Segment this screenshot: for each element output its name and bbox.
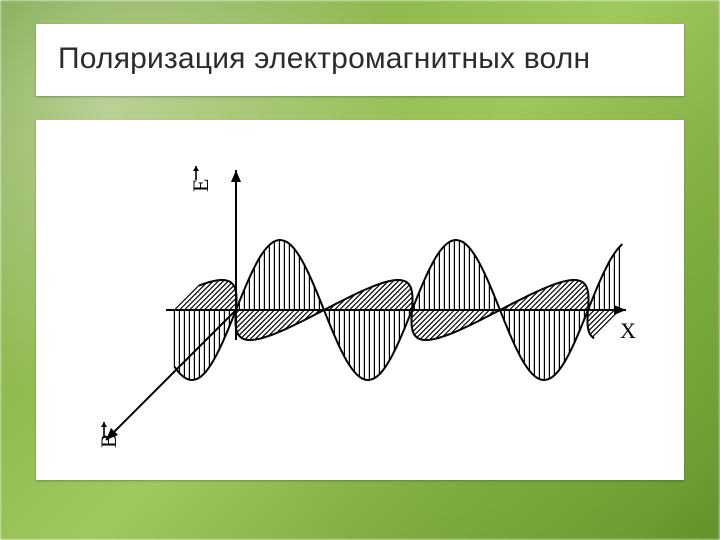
title-card: Поляризация электромагнитных волн [36,24,684,96]
axis-label-x: X [620,318,636,343]
axis-label-e: E [188,179,213,192]
wave-diagram: E B X [36,120,684,480]
axis-label-b: B [96,433,121,448]
page-title: Поляризация электромагнитных волн [58,42,662,76]
axes [101,166,626,440]
diagram-card: E B X [36,120,684,480]
